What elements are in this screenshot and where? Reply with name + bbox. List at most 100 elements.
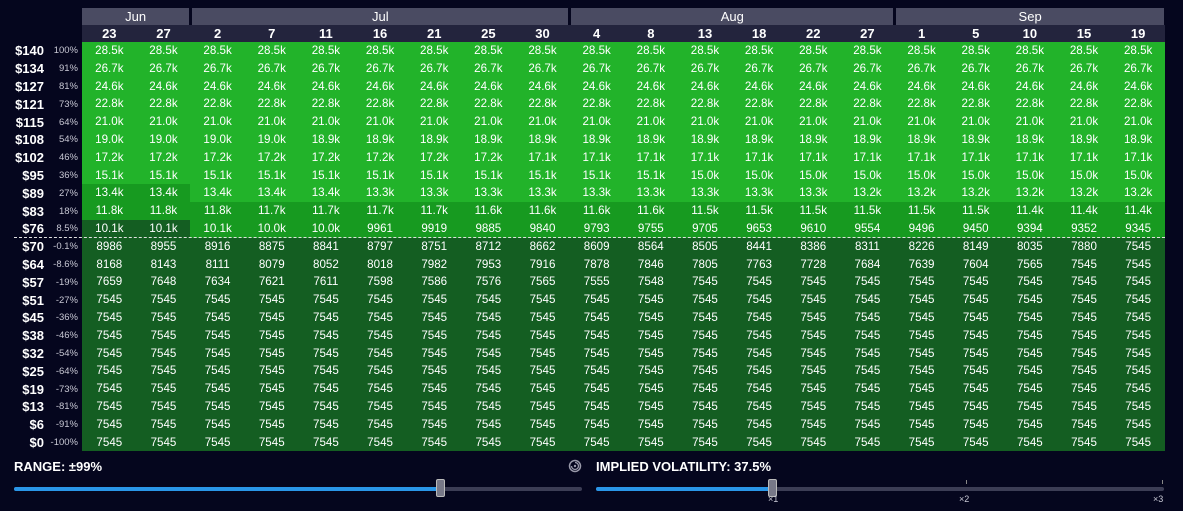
value-cell[interactable]: 24.6k (136, 77, 191, 96)
value-cell[interactable]: 7545 (1056, 415, 1112, 434)
value-cell[interactable]: 11.5k (840, 202, 895, 220)
value-cell[interactable]: 7545 (515, 433, 570, 452)
value-cell[interactable]: 26.7k (677, 59, 733, 78)
value-cell[interactable]: 22.8k (948, 95, 1004, 114)
value-cell[interactable]: 24.6k (785, 77, 841, 96)
value-cell[interactable]: 24.6k (82, 77, 137, 96)
value-cell[interactable]: 26.7k (785, 59, 841, 78)
value-cell[interactable]: 17.2k (352, 148, 408, 167)
value-cell[interactable]: 7545 (136, 362, 191, 381)
value-cell[interactable]: 11.6k (623, 202, 679, 220)
value-cell[interactable]: 7545 (352, 362, 408, 381)
value-cell[interactable]: 24.6k (894, 77, 949, 96)
value-cell[interactable]: 7545 (1002, 291, 1058, 309)
value-cell[interactable]: 7545 (1002, 309, 1058, 327)
value-cell[interactable]: 18.9k (785, 131, 841, 149)
date-column-header[interactable]: 22 (785, 25, 841, 42)
value-cell[interactable]: 7545 (731, 362, 787, 381)
value-cell[interactable]: 8875 (244, 237, 300, 256)
value-cell[interactable]: 7545 (82, 362, 137, 381)
value-cell[interactable]: 7545 (352, 309, 408, 327)
value-cell[interactable]: 17.1k (1056, 148, 1112, 167)
value-cell[interactable]: 24.6k (840, 77, 895, 96)
value-cell[interactable]: 13.3k (569, 184, 624, 203)
value-cell[interactable]: 15.1k (190, 166, 245, 185)
value-cell[interactable]: 7545 (1002, 433, 1058, 452)
value-cell[interactable]: 22.8k (840, 95, 895, 114)
value-cell[interactable]: 7545 (894, 326, 949, 345)
value-cell[interactable]: 7545 (352, 433, 408, 452)
value-cell[interactable]: 24.6k (461, 77, 516, 96)
volatility-slider-track[interactable] (596, 487, 1164, 491)
value-cell[interactable]: 7634 (190, 273, 245, 292)
value-cell[interactable]: 26.7k (82, 59, 137, 78)
value-cell[interactable]: 9554 (840, 220, 895, 238)
value-cell[interactable]: 7548 (623, 273, 679, 292)
value-cell[interactable]: 7545 (461, 380, 516, 398)
value-cell[interactable]: 7545 (1110, 291, 1166, 309)
date-column-header[interactable]: 18 (731, 25, 787, 42)
value-cell[interactable]: 11.7k (406, 202, 462, 220)
value-cell[interactable]: 7545 (298, 362, 354, 381)
value-cell[interactable]: 7545 (406, 398, 462, 416)
value-cell[interactable]: 28.5k (1002, 42, 1058, 60)
value-cell[interactable]: 7545 (190, 362, 245, 381)
value-cell[interactable]: 13.4k (190, 184, 245, 203)
value-cell[interactable]: 7545 (677, 398, 733, 416)
value-cell[interactable]: 21.0k (515, 113, 570, 131)
value-cell[interactable]: 17.1k (623, 148, 679, 167)
value-cell[interactable]: 9496 (894, 220, 949, 238)
value-cell[interactable]: 7545 (352, 344, 408, 363)
date-column-header[interactable]: 27 (840, 25, 895, 42)
value-cell[interactable]: 17.1k (840, 148, 895, 167)
value-cell[interactable]: 8018 (352, 255, 408, 274)
value-cell[interactable]: 15.0k (1056, 166, 1112, 185)
value-cell[interactable]: 22.8k (244, 95, 300, 114)
value-cell[interactable]: 7545 (190, 398, 245, 416)
value-cell[interactable]: 28.5k (731, 42, 787, 60)
value-cell[interactable]: 17.1k (515, 148, 570, 167)
value-cell[interactable]: 13.4k (82, 184, 137, 203)
value-cell[interactable]: 13.3k (352, 184, 408, 203)
value-cell[interactable]: 7545 (190, 415, 245, 434)
value-cell[interactable]: 13.2k (840, 184, 895, 203)
value-cell[interactable]: 7545 (515, 309, 570, 327)
value-cell[interactable]: 8441 (731, 237, 787, 256)
value-cell[interactable]: 22.8k (894, 95, 949, 114)
value-cell[interactable]: 18.9k (840, 131, 895, 149)
value-cell[interactable]: 8111 (190, 255, 245, 274)
value-cell[interactable]: 7545 (840, 326, 895, 345)
value-cell[interactable]: 26.7k (461, 59, 516, 78)
value-cell[interactable]: 22.8k (298, 95, 354, 114)
value-cell[interactable]: 15.1k (569, 166, 624, 185)
value-cell[interactable]: 7545 (1002, 344, 1058, 363)
value-cell[interactable]: 17.2k (244, 148, 300, 167)
value-cell[interactable]: 17.2k (461, 148, 516, 167)
value-cell[interactable]: 7545 (785, 415, 841, 434)
date-column-header[interactable]: 8 (623, 25, 679, 42)
value-cell[interactable]: 7545 (461, 398, 516, 416)
value-cell[interactable]: 24.6k (948, 77, 1004, 96)
value-cell[interactable]: 7545 (731, 433, 787, 452)
value-cell[interactable]: 7545 (840, 273, 895, 292)
value-cell[interactable]: 7545 (785, 309, 841, 327)
value-cell[interactable]: 7916 (515, 255, 570, 274)
value-cell[interactable]: 7545 (623, 433, 679, 452)
date-column-header[interactable]: 13 (677, 25, 733, 42)
value-cell[interactable]: 13.4k (136, 184, 191, 203)
value-cell[interactable]: 18.9k (298, 131, 354, 149)
value-cell[interactable]: 26.7k (406, 59, 462, 78)
value-cell[interactable]: 7545 (406, 362, 462, 381)
range-slider-handle[interactable] (436, 479, 445, 497)
value-cell[interactable]: 22.8k (677, 95, 733, 114)
value-cell[interactable]: 17.2k (406, 148, 462, 167)
value-cell[interactable]: 7545 (1110, 326, 1166, 345)
value-cell[interactable]: 7545 (731, 398, 787, 416)
value-cell[interactable]: 11.7k (244, 202, 300, 220)
value-cell[interactable]: 7545 (785, 291, 841, 309)
value-cell[interactable]: 28.5k (1110, 42, 1166, 60)
value-cell[interactable]: 7545 (406, 291, 462, 309)
value-cell[interactable]: 8052 (298, 255, 354, 274)
value-cell[interactable]: 8149 (948, 237, 1004, 256)
value-cell[interactable]: 24.6k (244, 77, 300, 96)
